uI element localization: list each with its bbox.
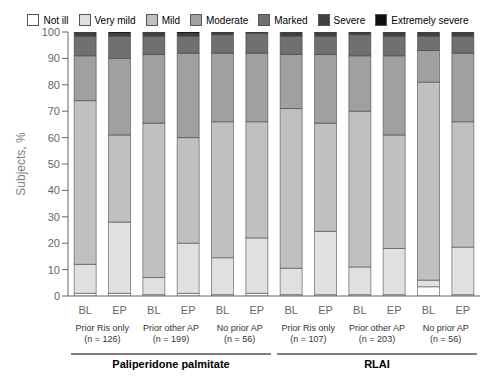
svg-text:No prior AP: No prior AP bbox=[217, 323, 263, 333]
html-text:Severe: Severe bbox=[333, 14, 366, 26]
svg-text:EP: EP bbox=[455, 304, 470, 316]
svg-text:EP: EP bbox=[112, 304, 127, 316]
svg-text:EP: EP bbox=[387, 304, 402, 316]
svg-text:BL: BL bbox=[147, 304, 160, 316]
svg-text:60: 60 bbox=[48, 132, 60, 144]
svg-text:BL: BL bbox=[216, 304, 229, 316]
html-text:Moderate: Moderate bbox=[206, 14, 249, 26]
svg-text:(n = 56): (n = 56) bbox=[430, 334, 461, 344]
svg-text:Prior other AP: Prior other AP bbox=[143, 323, 199, 333]
svg-text:(n = 126): (n = 126) bbox=[84, 334, 120, 344]
svg-text:BL: BL bbox=[78, 304, 91, 316]
svg-text:(n = 199): (n = 199) bbox=[153, 334, 189, 344]
svg-text:BL: BL bbox=[353, 304, 366, 316]
svg-text:30: 30 bbox=[48, 211, 60, 223]
svg-text:(n = 203): (n = 203) bbox=[359, 334, 395, 344]
html-text:Mild: Mild bbox=[161, 14, 180, 26]
svg-text:BL: BL bbox=[284, 304, 297, 316]
svg-text:RLAI: RLAI bbox=[364, 358, 390, 370]
html-text:Not ill: Not ill bbox=[43, 14, 69, 26]
svg-text:Prior Ris only: Prior Ris only bbox=[282, 323, 336, 333]
svg-text:50: 50 bbox=[48, 158, 60, 170]
html-text:Marked: Marked bbox=[274, 14, 308, 26]
svg-text:EP: EP bbox=[249, 304, 264, 316]
svg-text:90: 90 bbox=[48, 52, 60, 64]
svg-text:(n = 107): (n = 107) bbox=[290, 334, 326, 344]
svg-text:80: 80 bbox=[48, 79, 60, 91]
svg-text:40: 40 bbox=[48, 184, 60, 196]
html-text:Very mild: Very mild bbox=[94, 14, 136, 26]
svg-text:70: 70 bbox=[48, 105, 60, 117]
svg-text:EP: EP bbox=[318, 304, 333, 316]
html-text:Extremely severe: Extremely severe bbox=[391, 14, 469, 26]
svg-text:(n = 56): (n = 56) bbox=[224, 334, 255, 344]
svg-text:BL: BL bbox=[422, 304, 435, 316]
svg-text:10: 10 bbox=[48, 264, 60, 276]
svg-text:No prior AP: No prior AP bbox=[423, 323, 469, 333]
svg-text:Paliperidone palmitate: Paliperidone palmitate bbox=[112, 358, 229, 370]
svg-text:0: 0 bbox=[54, 290, 60, 302]
svg-text:Prior Ris only: Prior Ris only bbox=[76, 323, 130, 333]
svg-text:Subjects, %: Subjects, % bbox=[14, 132, 28, 196]
svg-text:Prior other AP: Prior other AP bbox=[349, 323, 405, 333]
svg-text:EP: EP bbox=[181, 304, 196, 316]
svg-text:100: 100 bbox=[42, 26, 60, 38]
svg-text:20: 20 bbox=[48, 237, 60, 249]
